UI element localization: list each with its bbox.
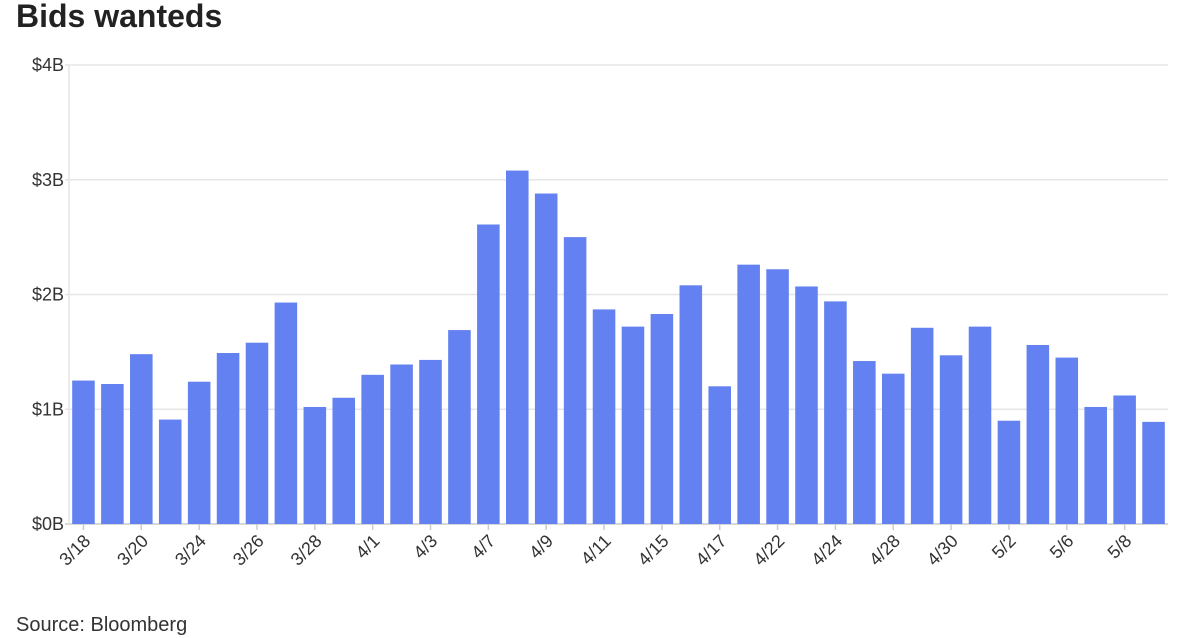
bar — [534, 193, 558, 524]
y-tick-label: $3B — [32, 170, 64, 190]
bar — [419, 359, 442, 524]
x-axis: 3/18 3/20 3/24 3/26 3/28 4/1 4/3 4/7 4/9 4/11 4/15… — [55, 524, 1135, 570]
bar — [245, 342, 269, 524]
x-tick-label: 5/8 — [1104, 531, 1136, 563]
bar — [332, 397, 356, 524]
y-tick-label: $0B — [32, 514, 64, 534]
bar — [737, 264, 760, 524]
x-tick-label: 4/1 — [352, 531, 384, 563]
bar — [505, 170, 529, 524]
y-tick-label: $2B — [32, 285, 64, 305]
x-tick-label: 3/28 — [287, 531, 326, 570]
x-tick-label: 4/17 — [692, 531, 731, 570]
bars — [72, 170, 1165, 524]
x-tick-label: 3/26 — [229, 531, 268, 570]
bar — [679, 285, 703, 524]
x-tick-label: 4/9 — [525, 531, 557, 563]
bar — [101, 384, 124, 524]
bar — [968, 326, 992, 524]
bar — [1084, 406, 1107, 524]
x-tick-label: 3/18 — [55, 531, 94, 570]
bar — [708, 386, 732, 524]
bar — [881, 373, 905, 524]
bar — [1113, 395, 1136, 524]
y-axis: $0B $1B $2B $3B $4B — [32, 55, 64, 534]
bar — [592, 309, 616, 524]
bar-chart: $0B $1B $2B $3B $4B 3/18 3/20 3/24 3/26 3/28 4/1 4… — [32, 55, 1168, 570]
bar — [997, 420, 1021, 524]
bar — [1055, 357, 1079, 524]
x-tick-label: 3/20 — [113, 531, 152, 570]
page-title: Bids wanteds — [16, 0, 223, 34]
x-tick-label: 4/30 — [923, 531, 962, 570]
x-tick-label: 4/3 — [409, 531, 441, 563]
bar — [303, 406, 327, 524]
x-tick-label: 4/11 — [577, 531, 615, 569]
y-tick-label: $4B — [32, 55, 64, 75]
x-tick-label: 4/22 — [749, 531, 788, 570]
x-tick-label: 4/15 — [634, 531, 673, 570]
bar — [824, 301, 847, 524]
bar — [448, 330, 471, 524]
bar — [939, 355, 963, 524]
source-note: Source: Bloomberg — [16, 614, 188, 636]
x-tick-label: 4/28 — [865, 531, 904, 570]
bar — [390, 364, 413, 524]
bar — [477, 224, 500, 524]
bar — [910, 327, 934, 524]
bar — [650, 314, 674, 524]
bar — [621, 326, 645, 524]
x-tick-label: 3/24 — [171, 531, 210, 570]
y-tick-label: $1B — [32, 399, 64, 419]
bar — [187, 381, 211, 524]
x-tick-label: 5/6 — [1046, 531, 1078, 563]
bar — [130, 354, 153, 524]
bar — [766, 269, 789, 524]
bar — [72, 380, 95, 524]
bar — [795, 286, 818, 524]
bar — [158, 419, 182, 524]
bar — [361, 374, 384, 524]
bar — [1142, 421, 1165, 524]
x-tick-label: 4/7 — [467, 531, 499, 563]
bar — [853, 361, 876, 524]
bar — [216, 353, 240, 524]
bar — [563, 237, 587, 524]
x-tick-label: 5/2 — [988, 531, 1020, 563]
bar — [274, 302, 298, 524]
x-tick-label: 4/24 — [807, 531, 846, 570]
bar — [1026, 344, 1050, 524]
